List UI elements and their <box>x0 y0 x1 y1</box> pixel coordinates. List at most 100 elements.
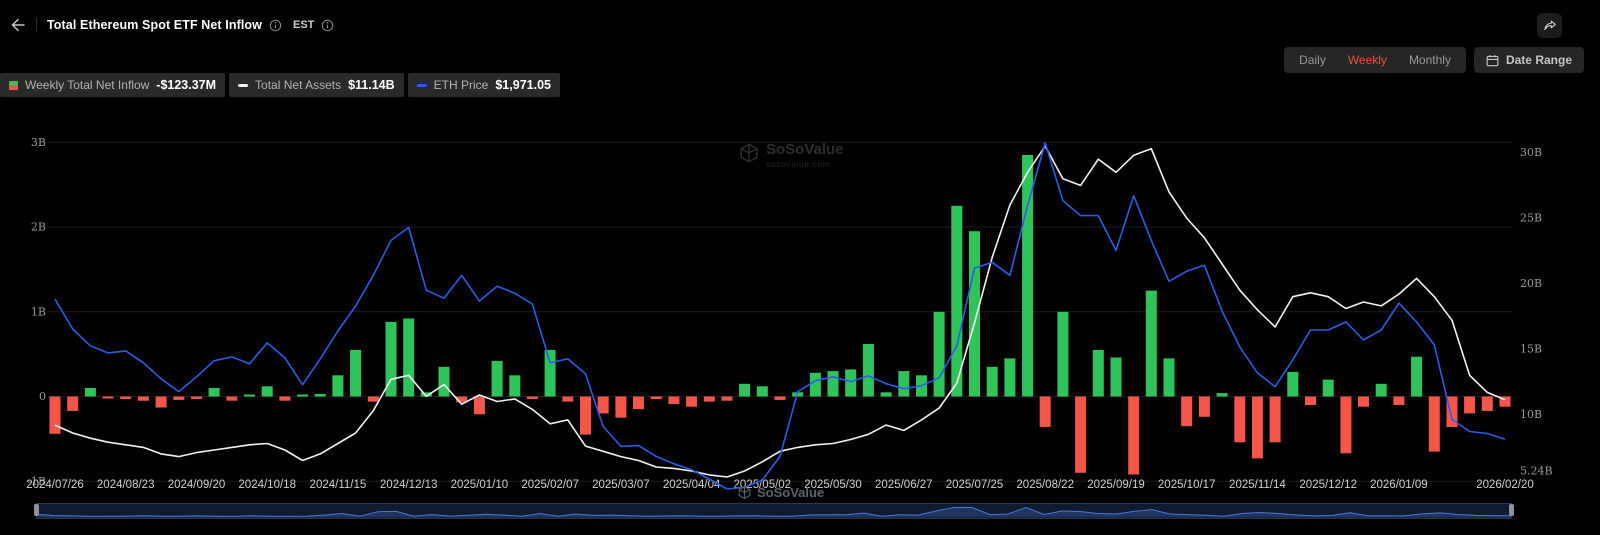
net-inflow-bar[interactable] <box>1039 396 1051 428</box>
net-inflow-bar[interactable] <box>367 396 379 402</box>
net-inflow-bar[interactable] <box>880 392 892 397</box>
net-inflow-bar[interactable] <box>686 396 698 407</box>
net-inflow-bar[interactable] <box>544 349 556 397</box>
date-range-button[interactable]: Date Range <box>1473 47 1584 73</box>
net-inflow-bar[interactable] <box>102 396 114 399</box>
net-inflow-bar[interactable] <box>1340 396 1352 454</box>
net-inflow-bar[interactable] <box>226 396 238 401</box>
net-inflow-bar[interactable] <box>314 394 326 397</box>
net-inflow-bar[interactable] <box>951 205 963 397</box>
net-inflow-bar[interactable] <box>597 396 609 414</box>
net-inflow-bar[interactable] <box>297 394 309 397</box>
net-inflow-bar[interactable] <box>385 321 397 397</box>
net-inflow-bar[interactable] <box>420 392 432 397</box>
net-inflow-bar[interactable] <box>1163 358 1175 397</box>
net-inflow-bar[interactable] <box>1375 383 1387 397</box>
net-inflow-bar[interactable] <box>1057 311 1069 397</box>
legend-item-weekly-net-inflow[interactable]: Weekly Total Net Inflow -$123.37M <box>0 73 226 97</box>
net-inflow-bar[interactable] <box>456 396 468 403</box>
net-inflow-bar[interactable] <box>67 396 79 411</box>
net-inflow-bar[interactable] <box>898 371 910 397</box>
net-inflow-bar[interactable] <box>1075 396 1087 473</box>
net-inflow-bar[interactable] <box>526 396 538 400</box>
timezone-info-icon[interactable] <box>321 19 334 32</box>
net-inflow-bar[interactable] <box>1287 371 1299 397</box>
navigator-left-handle[interactable] <box>34 504 39 516</box>
net-inflow-bar[interactable] <box>509 375 521 397</box>
net-inflow-bar[interactable] <box>1428 396 1440 452</box>
net-inflow-bar[interactable] <box>1216 393 1228 397</box>
net-inflow-bar[interactable] <box>191 396 202 400</box>
net-inflow-bar[interactable] <box>845 369 857 397</box>
net-inflow-bar[interactable] <box>332 375 344 397</box>
net-inflow-bar[interactable] <box>633 396 644 410</box>
title-info-icon[interactable] <box>269 19 282 32</box>
total-net-assets-line <box>54 145 1506 478</box>
net-inflow-bar[interactable] <box>562 396 574 402</box>
x-axis-tick-label: 2026/01/09 <box>1370 479 1428 491</box>
legend-item-eth-price[interactable]: ETH Price $1,971.05 <box>407 73 560 97</box>
net-inflow-bar[interactable] <box>1269 396 1281 443</box>
net-inflow-bar[interactable] <box>668 396 680 405</box>
net-inflow-bar[interactable] <box>1305 396 1316 406</box>
net-inflow-bar[interactable] <box>615 396 627 418</box>
net-inflow-bar[interactable] <box>809 372 821 397</box>
net-inflow-bar[interactable] <box>84 388 96 397</box>
net-inflow-bar[interactable] <box>261 386 273 397</box>
net-inflow-bar[interactable] <box>173 396 185 400</box>
net-inflow-bar[interactable] <box>986 366 998 397</box>
net-inflow-bar[interactable] <box>1181 396 1193 427</box>
net-inflow-bar[interactable] <box>350 349 362 397</box>
net-inflow-bar[interactable] <box>1322 379 1334 397</box>
net-inflow-bar[interactable] <box>279 396 291 401</box>
net-inflow-bar[interactable] <box>473 396 485 415</box>
net-inflow-bar[interactable] <box>721 396 733 401</box>
net-inflow-bar[interactable] <box>1234 396 1246 443</box>
net-inflow-bar[interactable] <box>1251 396 1263 459</box>
share-button[interactable] <box>1537 13 1562 38</box>
net-inflow-bar[interactable] <box>739 383 751 397</box>
net-inflow-bar[interactable] <box>862 344 874 397</box>
net-inflow-bar[interactable] <box>155 396 167 408</box>
legend-item-total-net-assets[interactable]: Total Net Assets $11.14B <box>229 73 404 97</box>
net-inflow-bar[interactable] <box>1092 349 1104 397</box>
net-inflow-bar[interactable] <box>137 396 149 401</box>
net-inflow-bar[interactable] <box>1110 357 1122 397</box>
net-inflow-bar[interactable] <box>1411 356 1423 397</box>
net-inflow-bar[interactable] <box>969 231 980 397</box>
frequency-option-weekly[interactable]: Weekly <box>1347 53 1387 67</box>
net-inflow-bar[interactable] <box>1464 396 1476 414</box>
net-inflow-bar[interactable] <box>1393 396 1405 406</box>
net-inflow-bar[interactable] <box>244 394 255 397</box>
net-inflow-bar[interactable] <box>403 318 415 397</box>
net-inflow-bar[interactable] <box>49 396 61 434</box>
net-inflow-bar[interactable] <box>1145 290 1157 397</box>
net-inflow-bar[interactable] <box>1004 358 1016 397</box>
x-axis-tick-label: 2025/06/27 <box>875 479 933 491</box>
net-inflow-bar[interactable] <box>1358 396 1369 407</box>
net-inflow-bar[interactable] <box>1128 396 1140 475</box>
net-inflow-bar[interactable] <box>120 396 132 400</box>
x-axis-tick-label: 2024/08/23 <box>97 479 155 491</box>
net-inflow-bar[interactable] <box>208 388 220 397</box>
net-inflow-bar[interactable] <box>933 311 945 397</box>
net-inflow-bar[interactable] <box>650 396 662 400</box>
net-inflow-bar[interactable] <box>703 396 715 402</box>
net-inflow-bar[interactable] <box>580 396 591 435</box>
net-inflow-bar[interactable] <box>1022 155 1034 397</box>
frequency-option-daily[interactable]: Daily <box>1299 53 1326 67</box>
net-inflow-bar[interactable] <box>1446 396 1458 428</box>
range-navigator-track[interactable] <box>34 503 1514 519</box>
frequency-option-monthly[interactable]: Monthly <box>1408 53 1451 67</box>
net-inflow-bar[interactable] <box>756 386 768 397</box>
net-inflow-bar[interactable] <box>774 396 786 400</box>
navigator-right-handle[interactable] <box>1509 504 1514 516</box>
net-inflow-bar[interactable] <box>1198 396 1210 417</box>
net-inflow-bar[interactable] <box>491 360 503 397</box>
net-inflow-bar[interactable] <box>1481 396 1493 411</box>
net-inflow-bar[interactable] <box>827 371 839 397</box>
back-button[interactable] <box>8 16 26 34</box>
net-inflow-bar[interactable] <box>1499 396 1511 407</box>
net-inflow-bar[interactable] <box>438 366 450 397</box>
